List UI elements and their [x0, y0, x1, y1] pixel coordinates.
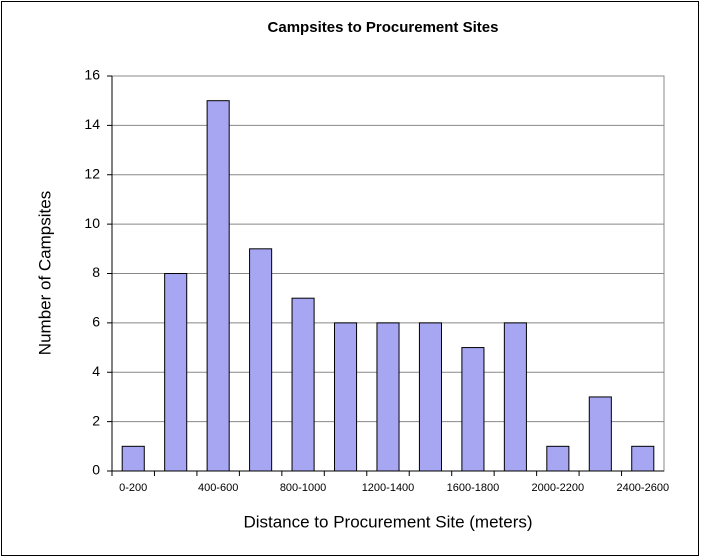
x-tick-label: 1600-1800	[447, 482, 500, 494]
y-tick-label: 8	[92, 264, 100, 280]
y-tick-label: 6	[92, 314, 100, 330]
y-axis-title: Number of Campsites	[35, 191, 54, 355]
bar	[503, 322, 527, 472]
y-tick-label: 14	[84, 116, 100, 132]
y-tick-label: 0	[92, 462, 100, 478]
y-tick-label: 2	[92, 412, 100, 428]
y-tick-label: 4	[92, 363, 100, 379]
x-tick-label: 2400-2600	[616, 482, 669, 494]
x-tick-label: 2000-2200	[532, 482, 585, 494]
chart-title: Campsites to Procurement Sites	[268, 19, 499, 36]
bar	[121, 445, 145, 472]
bar	[206, 100, 230, 472]
bar	[546, 445, 570, 472]
bar	[291, 297, 315, 472]
y-tick-label: 16	[84, 67, 100, 83]
y-tick-label: 10	[84, 215, 100, 231]
bar	[333, 322, 358, 472]
bar	[164, 273, 188, 472]
x-tick-label: 800-1000	[280, 482, 327, 494]
bar	[631, 445, 655, 472]
x-tick-label: 400-600	[198, 482, 238, 494]
bar	[376, 322, 400, 472]
x-tick-label: 0-200	[119, 482, 147, 494]
bar	[588, 396, 612, 472]
bar	[249, 248, 273, 472]
bar	[461, 347, 485, 472]
x-tick-label: 1200-1400	[362, 482, 415, 494]
x-axis-title: Distance to Procurement Site (meters)	[243, 512, 532, 531]
bar	[418, 322, 443, 472]
y-tick-label: 12	[84, 165, 100, 181]
